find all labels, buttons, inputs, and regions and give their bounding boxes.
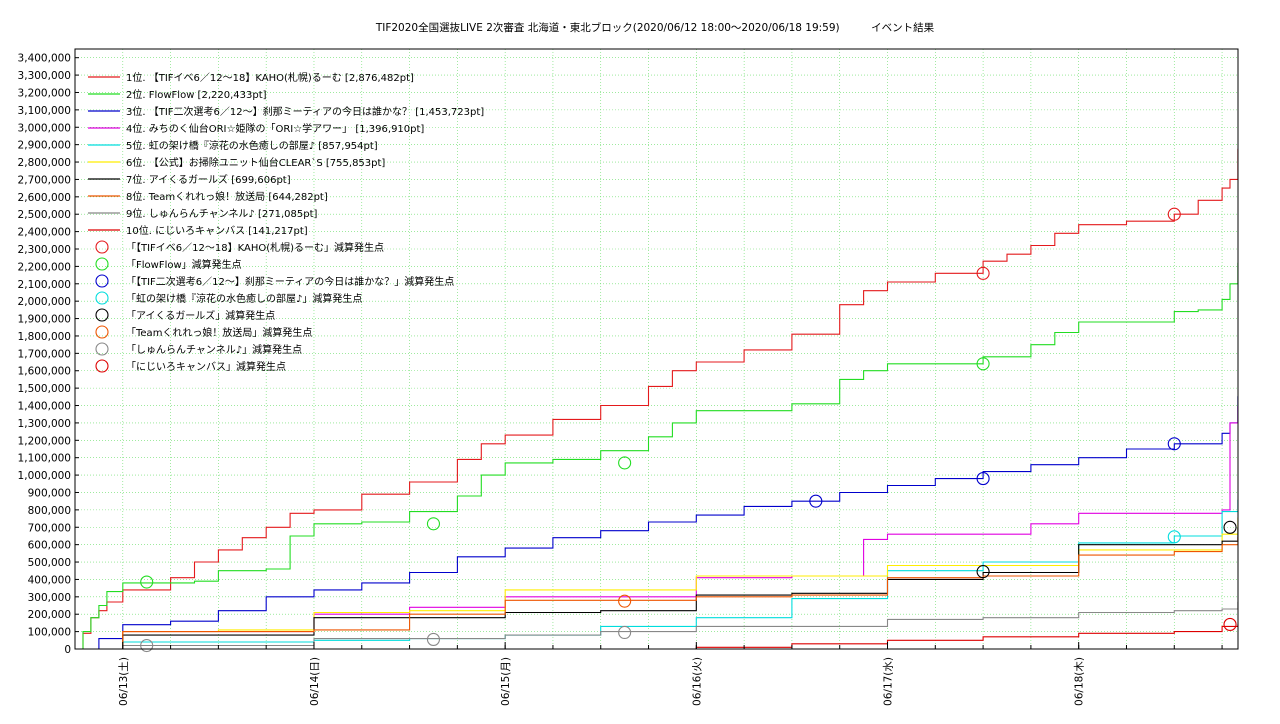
y-tick-label: 200,000: [28, 609, 71, 621]
deduction-marker-7: [140, 638, 154, 653]
legend-swatch-circle: [95, 257, 109, 271]
y-tick-label: 2,100,000: [18, 279, 71, 291]
legend-label: 3位. 【TIF二次選考6／12〜】刹那ミーティアの今日は誰かな？ [1,453…: [126, 105, 484, 118]
deduction-marker-8: [1223, 617, 1237, 631]
legend-label: 7位. アイくるガールズ [699,606pt]: [126, 173, 291, 186]
legend-label: 「しゅんらんチャンネル♪」減算発生点: [126, 343, 302, 356]
series-line-3: [75, 396, 1239, 650]
y-tick-label: 2,000,000: [18, 296, 71, 308]
legend-label: 1位. 【TIFイベ6／12〜18】KAHO(札幌)るーむ [2,876,482…: [126, 71, 414, 84]
chart-title: TIF2020全国選抜LIVE 2次審査 北海道・東北ブロック(2020/06/…: [375, 21, 935, 34]
y-tick-label: 500,000: [28, 557, 71, 569]
y-tick-label: 1,200,000: [18, 435, 71, 447]
series-line-2: [75, 262, 1239, 650]
deduction-marker-2: [140, 575, 154, 589]
deduction-marker-1: [1167, 207, 1181, 221]
deduction-marker-2: [976, 357, 990, 371]
y-tick-label: 1,100,000: [18, 453, 71, 465]
legend-label: 「アイくるガールズ」減算発生点: [126, 309, 275, 322]
y-tick-label: 3,000,000: [18, 122, 71, 134]
series-layer: [75, 148, 1239, 650]
y-tick-label: 2,400,000: [18, 227, 71, 239]
legend-label: 4位. みちのく仙台ORI☆姫隊の「ORI☆学アワー」 [1,396,910pt…: [126, 122, 424, 135]
legend-label: 6位. 【公式】お掃除ユニット仙台CLEAR`S [755,853pt]: [126, 156, 385, 169]
y-tick-label: 1,700,000: [18, 348, 71, 360]
axis-layer: 0 100,000 200,000 300,000 400,000 500,000 600,…: [18, 53, 1223, 706]
y-tick-label: 3,200,000: [18, 87, 71, 99]
deduction-marker-3: [809, 494, 823, 508]
deduction-marker-2: [618, 456, 632, 470]
y-tick-label: 900,000: [28, 487, 71, 499]
x-tick-label: 06/14(日): [309, 657, 321, 706]
series-line-8: [75, 537, 1239, 650]
legend-label: 10位. にじいろキャンバス [141,217pt]: [126, 224, 308, 237]
y-tick-label: 2,900,000: [18, 140, 71, 152]
y-tick-label: 2,800,000: [18, 157, 71, 169]
y-tick-label: 1,500,000: [18, 383, 71, 395]
legend-swatch-circle: [95, 240, 109, 254]
y-tick-label: 3,300,000: [18, 70, 71, 82]
y-tick-label: 1,800,000: [18, 331, 71, 343]
y-tick-label: 600,000: [28, 540, 71, 552]
y-tick-label: 3,100,000: [18, 105, 71, 117]
y-tick-label: 2,500,000: [18, 209, 71, 221]
deduction-marker-7: [618, 625, 632, 640]
deduction-marker-4: [1167, 530, 1181, 544]
y-tick-label: 100,000: [28, 627, 71, 639]
deduction-marker-2: [426, 517, 441, 531]
y-tick-label: 2,300,000: [18, 244, 71, 256]
legend-label: 「にじいろキャンバス」減算発生点: [126, 360, 286, 373]
plot-frame: [74, 48, 1239, 650]
y-tick-label: 800,000: [28, 505, 71, 517]
legend: 1位. 【TIFイベ6／12〜18】KAHO(札幌)るーむ [2,876,482…: [88, 71, 484, 373]
y-tick-label: 700,000: [28, 522, 71, 534]
legend-swatch-circle: [95, 359, 109, 373]
y-tick-label: 400,000: [28, 574, 71, 586]
x-tick-label: 06/18(木): [1074, 657, 1086, 706]
deduction-marker-5: [1223, 520, 1237, 534]
legend-label: 「【TIFイベ6／12〜18】KAHO(札幌)るーむ」減算発生点: [126, 241, 384, 254]
legend-label: 「【TIF二次選考6／12〜】刹那ミーティアの今日は誰かな？」減算発生点: [126, 275, 454, 288]
legend-swatch-circle: [95, 274, 109, 288]
y-tick-label: 1,300,000: [18, 418, 71, 430]
legend-label: 2位. FlowFlow [2,220,433pt]: [126, 88, 267, 101]
x-tick-label: 06/15(月): [500, 657, 512, 706]
legend-label: 5位. 虹の架け橋『涼花の水色癒しの部屋♪ [857,954pt]: [126, 139, 378, 152]
x-tick-label: 06/17(水): [883, 657, 895, 706]
y-tick-label: 0: [64, 644, 71, 656]
legend-label: 「虹の架け橋『涼花の水色癒しの部屋♪」減算発生点: [126, 292, 362, 305]
series-line-6: [75, 517, 1239, 650]
legend-label: 「Teamくれれっ娘！放送局」減算発生点: [126, 326, 312, 339]
legend-swatch-circle: [95, 291, 109, 305]
series-line-7: [75, 527, 1239, 650]
y-tick-label: 1,600,000: [18, 366, 71, 378]
deduction-marker-3: [976, 472, 990, 486]
series-line-1: [75, 148, 1239, 650]
y-tick-label: 3,400,000: [18, 53, 71, 65]
legend-swatch-circle: [95, 325, 109, 339]
x-tick-label: 06/16(火): [691, 657, 703, 706]
legend-swatch-circle: [95, 342, 109, 356]
y-tick-label: 2,600,000: [18, 192, 71, 204]
y-tick-label: 1,900,000: [18, 314, 71, 326]
marker-layer: [140, 207, 1237, 653]
deduction-marker-7: [426, 632, 441, 646]
deduction-marker-5: [976, 565, 990, 579]
y-tick-label: 1,000,000: [18, 470, 71, 482]
y-tick-label: 1,400,000: [18, 401, 71, 413]
legend-label: 8位. Teamくれれっ娘！放送局 [644,282pt]: [126, 190, 328, 203]
x-tick-label: 06/13(土): [117, 657, 130, 706]
y-tick-label: 2,200,000: [18, 261, 71, 273]
y-tick-label: 300,000: [28, 592, 71, 604]
deduction-marker-3: [1167, 437, 1181, 451]
grid-layer: [75, 49, 1238, 650]
deduction-marker-6: [618, 594, 632, 608]
deduction-marker-1: [976, 266, 990, 280]
legend-label: 「FlowFlow」減算発生点: [126, 258, 242, 271]
y-tick-label: 2,700,000: [18, 174, 71, 186]
legend-label: 9位. しゅんらんチャンネル♪ [271,085pt]: [126, 207, 318, 220]
legend-swatch-circle: [95, 308, 109, 322]
